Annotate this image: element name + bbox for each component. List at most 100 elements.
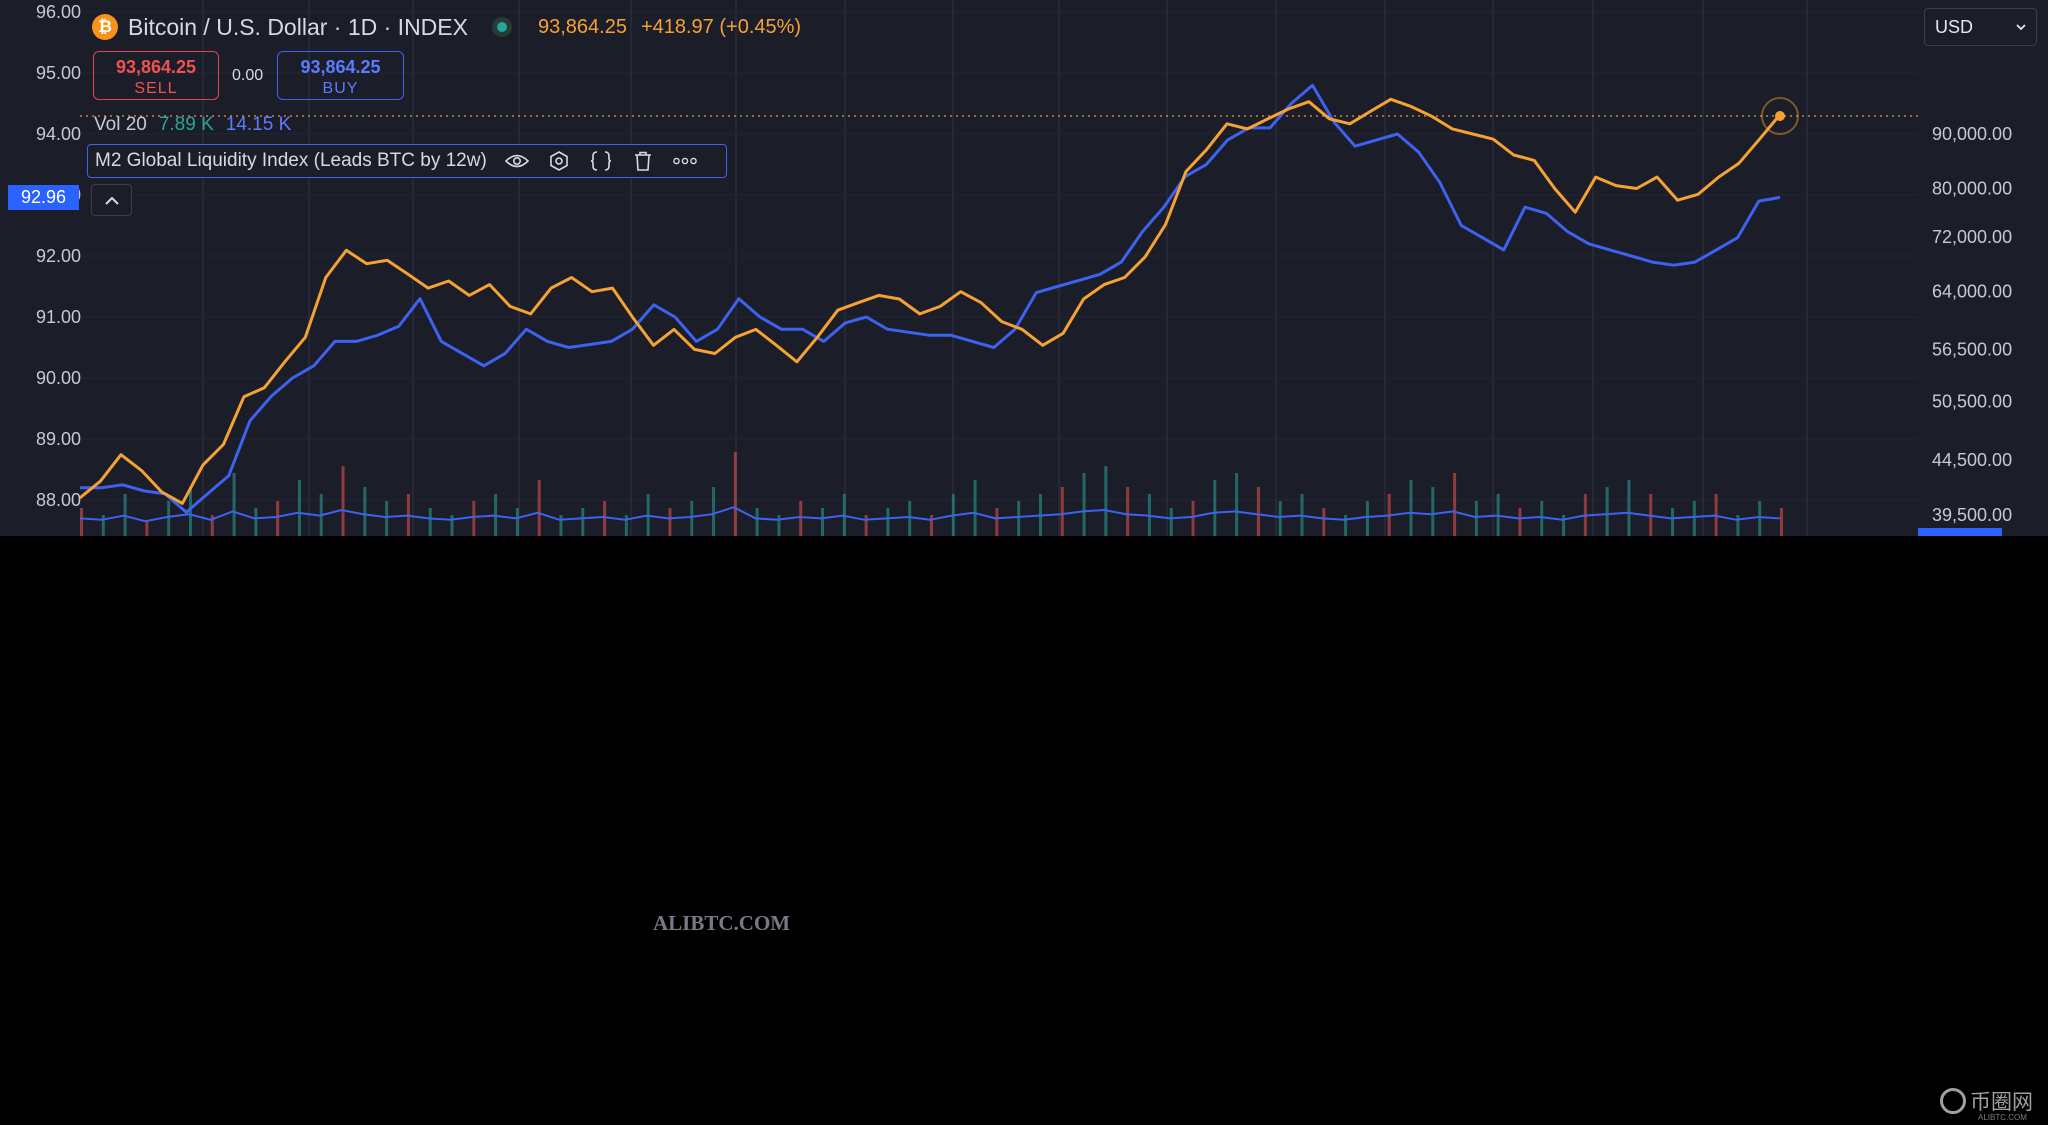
volume-bar (537, 480, 541, 536)
volume-bar (624, 515, 628, 536)
left-axis-tick: 96.00 (36, 2, 81, 22)
volume-bar (385, 501, 389, 536)
indicator-name: M2 Global Liquidity Index (Leads BTC by … (95, 150, 487, 171)
volume-ma-line (79, 506, 1781, 523)
volume-bar (1671, 508, 1675, 536)
volume-value: 7.89 K (158, 114, 214, 135)
site-logo-text: 币圈网 (1970, 1091, 2033, 1114)
volume-bar (973, 480, 977, 536)
bitcoin-logo-icon: ₿ (92, 14, 118, 40)
volume-bar (603, 501, 607, 536)
sell-price: 93,864.25 (115, 57, 197, 77)
volume-axis-tag (1918, 528, 2002, 536)
volume-bar (1627, 480, 1631, 536)
trash-icon[interactable] (629, 147, 657, 175)
chart-panel[interactable]: 96.0095.0094.0093.0092.0091.0090.0089.00… (0, 0, 2048, 536)
sell-label: SELL (134, 80, 178, 97)
right-axis-tick: 50,500.00 (1932, 391, 2012, 411)
volume-bar (472, 501, 476, 536)
volume-bar (254, 508, 258, 536)
volume-ma-value: 14.15 K (225, 114, 292, 135)
sell-button[interactable]: 93,864.25 SELL (93, 51, 219, 100)
m2-liquidity-line[interactable] (80, 83, 1781, 514)
buy-price: 93,864.25 (300, 57, 381, 77)
volume-bar (1256, 487, 1260, 536)
volume-bar (1518, 508, 1522, 536)
volume-bar (1126, 487, 1130, 536)
volume-bar (712, 487, 716, 536)
volume-bar (363, 487, 367, 536)
volume-bar (886, 508, 890, 536)
volume-bar (1474, 501, 1478, 536)
volume-bar (1082, 473, 1086, 536)
price-chart[interactable]: 96.0095.0094.0093.0092.0091.0090.0089.00… (0, 0, 2048, 536)
right-axis-tick: 39,500.00 (1932, 505, 2012, 525)
settings-icon[interactable] (545, 147, 573, 175)
volume-bar (690, 501, 694, 536)
volume-bar (1213, 480, 1217, 536)
symbol-title[interactable]: Bitcoin / U.S. Dollar · 1D · INDEX (128, 13, 468, 40)
volume-bar (341, 466, 345, 536)
price-change: +418.97 (+0.45%) (640, 15, 802, 38)
market-status-icon (491, 17, 512, 37)
volume-bar (428, 508, 432, 536)
volume-bar (232, 473, 236, 536)
site-logo-subtext: ALIBTC.COM (1978, 1113, 2027, 1122)
volume-bar (1060, 487, 1064, 536)
volume-bar (1278, 501, 1282, 536)
right-axis-tick: 56,500.00 (1932, 339, 2012, 359)
volume-bar (1758, 501, 1762, 536)
volume-bar (995, 508, 999, 536)
currency-value: USD (1935, 16, 1974, 37)
volume-bar (1692, 501, 1696, 536)
collapse-legend-button[interactable] (91, 184, 132, 216)
volume-bar (668, 508, 672, 536)
btc-price-line[interactable] (79, 97, 1782, 505)
volume-bar (515, 508, 519, 536)
left-axis-tick: 89.00 (36, 429, 81, 449)
volume-bar (1780, 508, 1783, 536)
volume-bar (799, 501, 803, 536)
right-axis-tick: 80,000.00 (1932, 178, 2012, 198)
volume-bar (864, 515, 868, 536)
volume-bar (188, 487, 192, 536)
source-code-icon[interactable] (587, 147, 615, 175)
volume-bar (1605, 487, 1609, 536)
volume-bar (733, 452, 737, 536)
volume-bar (930, 515, 933, 536)
indicator-legend[interactable]: M2 Global Liquidity Index (Leads BTC by … (87, 144, 727, 178)
chevron-up-icon (104, 196, 119, 205)
last-price: 93,864.25 (537, 15, 627, 38)
left-axis-tick: 94.00 (36, 124, 81, 144)
m2-price-tag: 92.96 (8, 185, 79, 210)
volume-bar (1540, 501, 1544, 536)
more-icon[interactable] (671, 147, 699, 175)
watermark: ALIBTC.COM (653, 911, 791, 935)
eye-icon[interactable] (503, 147, 531, 175)
volume-bar (145, 522, 149, 536)
buy-button[interactable]: 93,864.25 BUY (277, 51, 404, 100)
volume-bar (1322, 508, 1326, 536)
currency-select[interactable]: USD (1924, 8, 2037, 46)
chevron-down-icon (2016, 24, 2026, 30)
site-logo-icon (1940, 1088, 1966, 1114)
volume-bar (297, 480, 301, 536)
site-logo: 币圈网 (1940, 1086, 2033, 1116)
volume-legend[interactable]: Vol 20 7.89 K 14.15 K (94, 114, 291, 136)
volume-bar (210, 515, 214, 536)
right-axis-tick: 44,500.00 (1932, 450, 2012, 470)
volume-bar (450, 515, 454, 536)
volume-bar (1191, 501, 1195, 536)
volume-bar (167, 501, 171, 536)
volume-bar (1365, 501, 1369, 536)
volume-bar (1562, 515, 1566, 536)
volume-bar (821, 508, 825, 536)
symbol-header: ₿ Bitcoin / U.S. Dollar · 1D · INDEX 93,… (92, 10, 801, 44)
volume-bar (908, 501, 912, 536)
volume-bar (1017, 501, 1021, 536)
left-axis-tick: 92.00 (36, 246, 81, 266)
left-axis-tick: 88.00 (36, 490, 81, 510)
volume-bar (755, 508, 759, 536)
spread-value: 0.00 (232, 67, 264, 84)
volume-bar (1104, 466, 1108, 536)
